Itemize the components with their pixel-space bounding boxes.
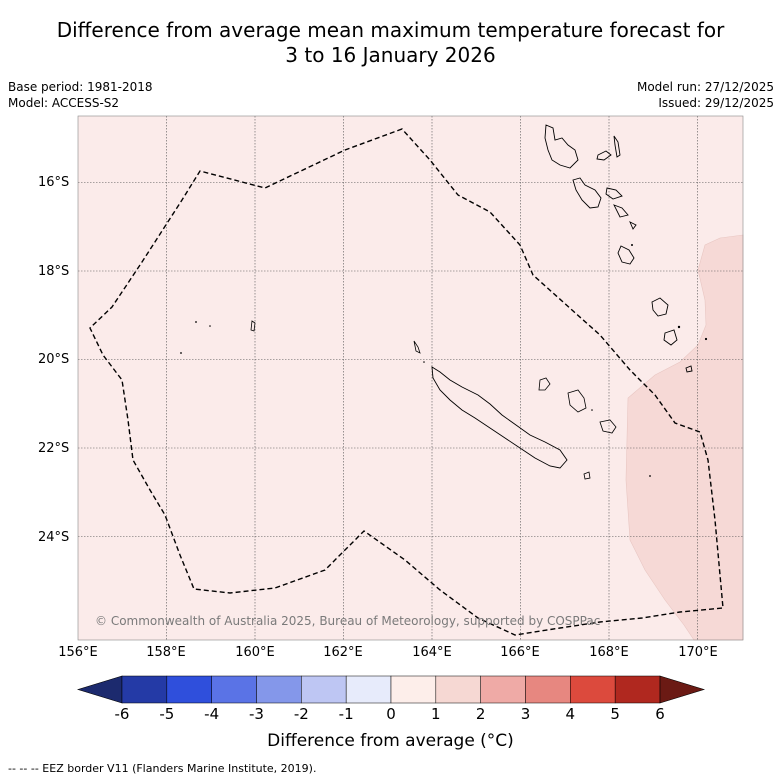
island-futuna <box>677 325 681 329</box>
vanuatu-islands <box>544 124 693 373</box>
eez-border <box>89 128 724 636</box>
lon-label-166e: 166°E <box>500 645 540 660</box>
colorbar-tick-label: 3 <box>520 705 531 723</box>
lon-label-156e: 156°E <box>58 645 98 660</box>
island-belep <box>413 340 421 354</box>
lat-label-22s: 22°S <box>38 441 70 456</box>
island-mare <box>599 419 617 434</box>
island-efate <box>617 245 635 265</box>
colorbar-tick-label: -1 <box>338 705 354 723</box>
island-espiritu-santo <box>544 124 579 169</box>
colorbar-segment <box>211 675 257 704</box>
colorbar-label: Difference from average (°C) <box>267 731 514 751</box>
model-name: Model: ACCESS-S2 <box>8 96 120 110</box>
colorbar-segment <box>614 675 661 704</box>
colorbar-extend-low <box>76 675 123 704</box>
anomaly-zone-1-to-2 <box>625 234 744 641</box>
island-pentecost <box>613 135 621 158</box>
colorbar-tick-label: -2 <box>293 705 309 723</box>
model-run: Model run: 27/12/2025 <box>636 80 774 94</box>
island-aniwa <box>704 337 708 341</box>
colorbar-segment <box>121 675 168 704</box>
colorbar-tick-label: -6 <box>114 705 130 723</box>
island-ouvea <box>538 377 551 391</box>
meta-left: Base period: 1981-2018 Model: ACCESS-S2 <box>8 79 153 111</box>
island-tanna <box>663 329 678 346</box>
lat-label-24s: 24°S <box>38 530 70 545</box>
colorbar-extend-high <box>659 675 706 704</box>
map-title: Difference from average mean maximum tem… <box>0 18 781 68</box>
colorbar-tick-label: 0 <box>386 705 396 723</box>
islet-efate-north <box>631 244 633 246</box>
island-shepherds <box>629 221 637 230</box>
lat-label-18s: 18°S <box>38 264 70 279</box>
islet-north-nc <box>423 361 425 363</box>
colorbar-tick-label: 2 <box>475 705 486 723</box>
map-background <box>78 116 743 640</box>
island-lifou <box>567 389 587 413</box>
colorbar-segment <box>570 675 616 704</box>
islet-chesterfield-mid <box>209 325 211 327</box>
island-ambrym <box>605 187 623 200</box>
lon-label-158e: 158°E <box>146 645 186 660</box>
colorbar-segment <box>345 675 392 704</box>
colorbar-tick-label: -3 <box>249 705 264 723</box>
island-epi <box>613 204 629 218</box>
island-new-caledonia-grande-terre <box>431 366 568 469</box>
meta-right: Model run: 27/12/2025 Issued: 29/12/2025 <box>637 79 774 111</box>
map-frame <box>77 115 744 641</box>
colorbar-segment <box>525 675 571 704</box>
island-malekula <box>572 177 602 209</box>
lon-label-168e: 168°E <box>589 645 629 660</box>
colorbar-tick-label: 4 <box>565 705 576 723</box>
colorbar-tick-label: 1 <box>431 705 441 723</box>
islet-chesterfield-west <box>195 321 197 323</box>
eez-legend-note: -- -- -- EEZ border V11 (Flanders Marine… <box>8 762 317 775</box>
islet-tiga <box>591 409 593 411</box>
title-line-2: 3 to 16 January 2026 <box>285 43 496 67</box>
colorbar-segment <box>435 675 481 704</box>
colorbar-segment <box>256 675 302 704</box>
island-chesterfield <box>250 320 256 332</box>
island-aneityum <box>685 365 693 373</box>
lat-label-20s: 20°S <box>38 352 70 367</box>
colorbar-tick-label: 6 <box>655 705 665 723</box>
islet-bellona <box>180 352 182 354</box>
lon-label-170e: 170°E <box>678 645 718 660</box>
colorbar-tick-label: 5 <box>610 705 620 723</box>
islet-walpole <box>649 475 651 477</box>
colorbar-tick-label: -4 <box>204 705 220 723</box>
lat-label-16s: 16°S <box>38 175 70 190</box>
base-period: Base period: 1981-2018 <box>8 80 153 94</box>
island-isle-of-pines <box>583 471 591 480</box>
gridlines <box>78 116 743 640</box>
copyright-notice: © Commonwealth of Australia 2025, Bureau… <box>95 614 601 628</box>
colorbar <box>76 675 706 704</box>
colorbar-segment <box>480 675 526 704</box>
colorbar-segment <box>166 675 212 704</box>
issued-date: Issued: 29/12/2025 <box>658 96 774 110</box>
island-erromango <box>651 297 669 317</box>
title-line-1: Difference from average mean maximum tem… <box>56 18 725 42</box>
lon-label-160e: 160°E <box>235 645 275 660</box>
colorbar-segment <box>301 675 347 704</box>
colorbar-tick-label: -5 <box>159 705 175 723</box>
island-maewo-malo <box>596 150 612 161</box>
colorbar-segment <box>390 675 437 704</box>
lon-label-162e: 162°E <box>323 645 363 660</box>
lon-label-164e: 164°E <box>412 645 452 660</box>
